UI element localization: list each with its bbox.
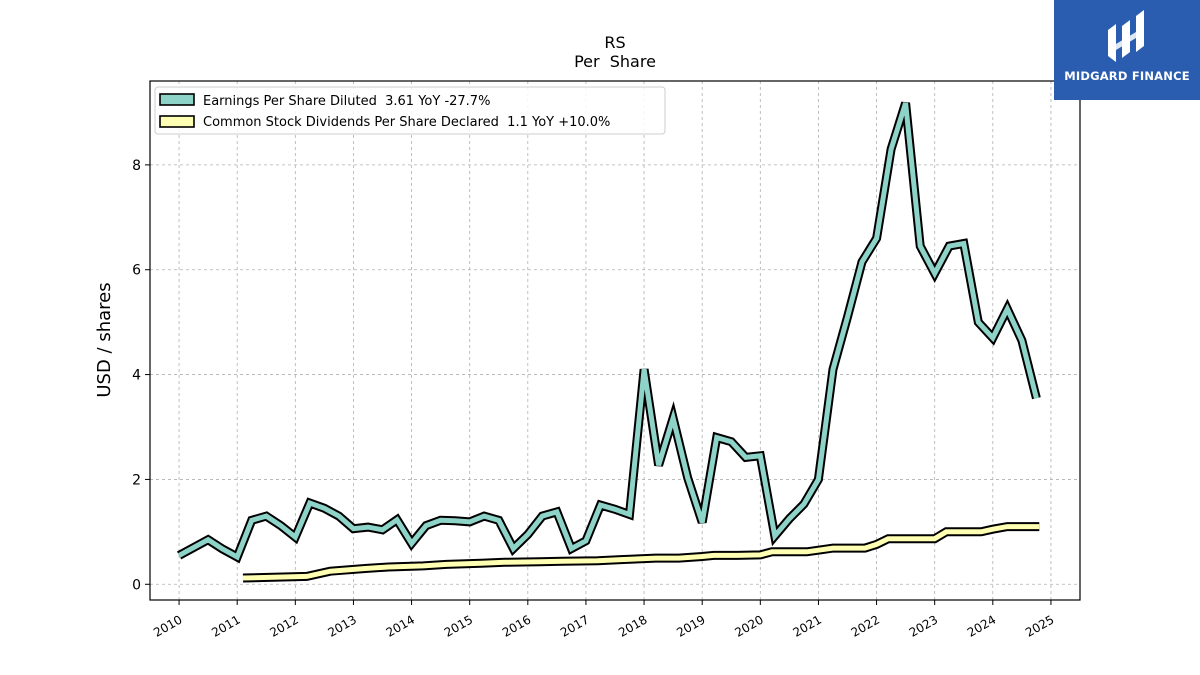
series-eps: [176, 101, 1041, 564]
x-tick-label: 2016: [500, 612, 533, 639]
y-tick-label: 8: [132, 158, 141, 174]
series-line-eps: [177, 102, 1039, 561]
legend-label-dividends: Common Stock Dividends Per Share Declare…: [203, 115, 610, 130]
x-tick-label: 2010: [151, 612, 184, 639]
x-tick-label: 2015: [442, 612, 475, 639]
legend-swatch-eps: [159, 93, 195, 106]
legend-label-eps: Earnings Per Share Diluted 3.61 YoY -27.…: [203, 94, 490, 109]
x-tick-label: 2019: [674, 612, 707, 639]
y-tick-label: 6: [132, 263, 141, 279]
x-tick-label: 2012: [267, 612, 300, 639]
legend: Earnings Per Share Diluted 3.61 YoY -27.…: [154, 86, 666, 135]
series-lines: [176, 101, 1041, 583]
x-tick-label: 2023: [907, 612, 940, 639]
x-tick-label: 2020: [732, 612, 765, 639]
x-tick-label: 2024: [965, 612, 998, 639]
plot-frame: [149, 80, 1081, 601]
series-line-dividends: [242, 524, 1040, 581]
y-tick-label: 0: [132, 577, 141, 593]
y-tick-label: 4: [132, 368, 141, 384]
brand-mark-icon: [1108, 10, 1144, 62]
x-tick-label: 2021: [790, 612, 823, 639]
x-tick-label: 2018: [616, 612, 649, 639]
series-dividends: [242, 522, 1040, 583]
x-axis: 2010 2011 2012 2013 2014 2015 2016 2017 2018 2019…: [151, 600, 1056, 640]
x-tick-label: 2022: [849, 612, 882, 639]
y-tick-label: 2: [132, 472, 141, 488]
x-tick-label: 2025: [1023, 612, 1056, 639]
y-axis: 0 2 4 6 8: [132, 158, 150, 593]
grid-lines: [150, 81, 1080, 600]
x-tick-label: 2011: [209, 612, 242, 639]
x-tick-label: 2017: [558, 612, 591, 639]
brand-name: MIDGARD FINANCE: [1064, 69, 1190, 83]
x-tick-label: 2013: [325, 612, 358, 639]
legend-swatch-dividends: [159, 115, 195, 128]
series-outline-eps: [176, 101, 1041, 564]
brand-logo: MIDGARD FINANCE: [1054, 0, 1200, 100]
chart-title: RS: [604, 33, 625, 52]
y-axis-label: USD / shares: [94, 282, 115, 397]
x-tick-label: 2014: [384, 612, 417, 639]
legend-box: [154, 86, 666, 135]
chart-subtitle: Per Share: [574, 52, 656, 71]
